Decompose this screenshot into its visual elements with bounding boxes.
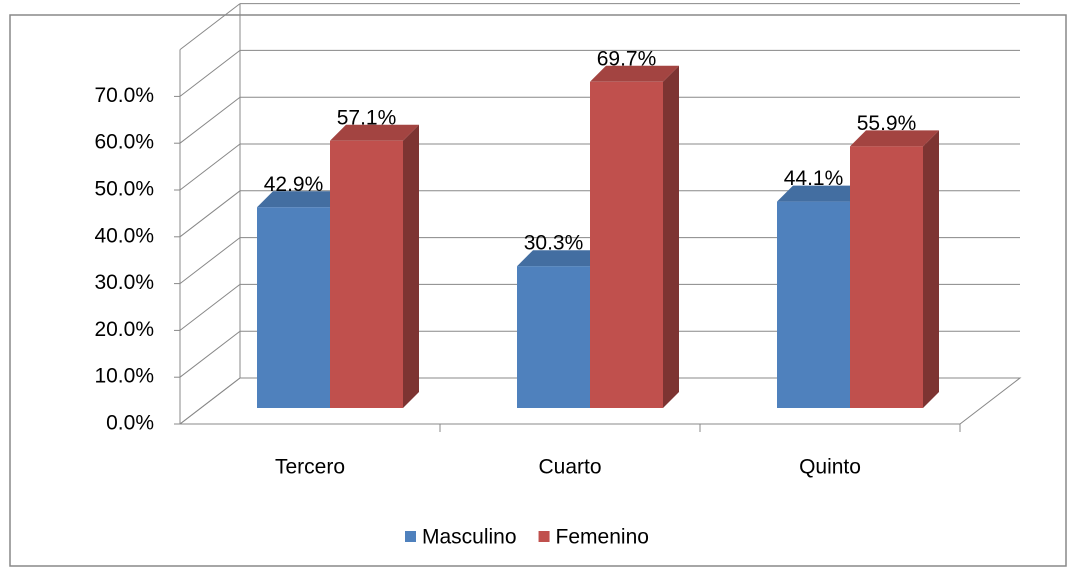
legend-marker <box>405 531 416 542</box>
bar <box>517 266 590 408</box>
bar <box>257 207 330 408</box>
legend-label: Femenino <box>556 526 649 549</box>
bar-top <box>330 124 419 141</box>
bar-side <box>403 124 419 408</box>
grid-line <box>179 330 1020 378</box>
bar <box>777 201 850 408</box>
data-label: 44.1% <box>784 167 844 190</box>
x-tick-label: Cuarto <box>538 456 601 479</box>
data-label: 30.3% <box>524 232 584 255</box>
y-tick-label: 60.0% <box>94 131 154 154</box>
bar-side <box>663 65 679 408</box>
y-tick-label: 50.0% <box>94 178 154 201</box>
y-tick-label: 40.0% <box>94 224 154 247</box>
bar-top <box>850 130 939 147</box>
data-label: 42.9% <box>264 173 324 196</box>
bar <box>850 146 923 408</box>
legend-marker <box>538 531 550 542</box>
data-label: 69.7% <box>597 47 657 70</box>
grid-line <box>179 377 1020 425</box>
bar-top <box>590 65 679 82</box>
y-tick-label: 30.0% <box>94 271 154 294</box>
x-tick-label: Quinto <box>799 456 861 479</box>
left-top <box>179 3 241 50</box>
y-tick-label: 20.0% <box>94 318 154 341</box>
grid-line <box>179 237 1020 284</box>
y-tick-label: 70.0% <box>94 84 154 107</box>
grid-line <box>179 96 1020 144</box>
x-tick-label: Tercero <box>275 456 345 479</box>
legend-label: Masculino <box>422 526 517 549</box>
grid-line <box>179 190 1020 238</box>
data-label: 57.1% <box>337 106 397 129</box>
bar-side <box>923 130 939 408</box>
data-label: 55.9% <box>857 112 917 135</box>
grid-line <box>179 283 1020 331</box>
bar-top <box>777 185 866 202</box>
y-tick-label: 10.0% <box>94 365 154 388</box>
bar-top <box>517 250 606 267</box>
bar <box>590 81 663 408</box>
y-tick-label: 0.0% <box>106 412 154 435</box>
bar-top <box>257 191 346 208</box>
bar <box>330 140 403 408</box>
grid-line <box>179 143 1020 191</box>
grid-line <box>179 49 1020 97</box>
